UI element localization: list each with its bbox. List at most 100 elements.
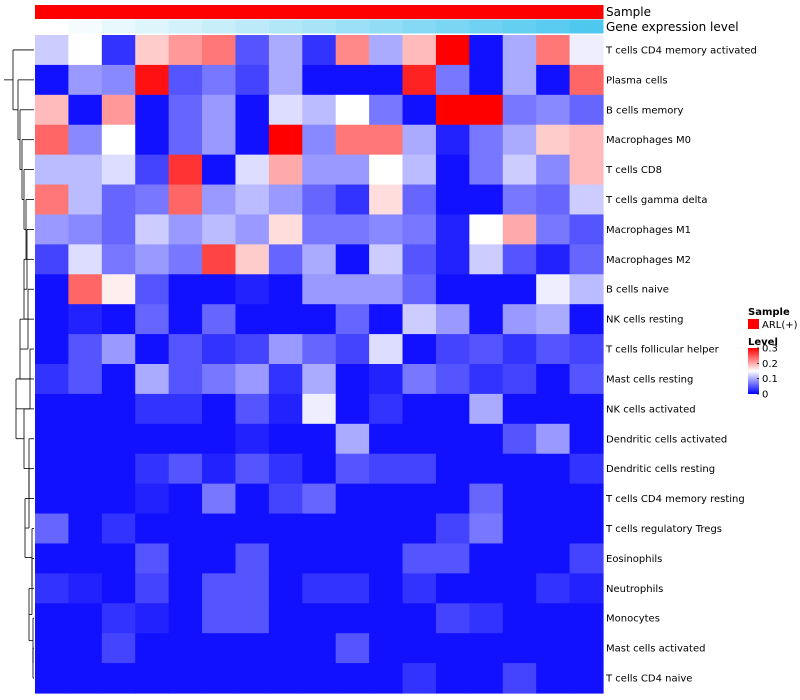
heatmap-cell [569,364,604,395]
heatmap-cell [335,393,370,425]
heatmap-cell [335,364,370,395]
heatmap-cell [268,513,303,545]
legend-sample-swatch [748,319,759,329]
heatmap-cell [369,304,404,335]
heatmap-cell [569,573,604,604]
sample-annotation-cell [168,5,203,19]
heatmap-cell [202,334,237,365]
heatmap-cell [135,483,170,515]
heatmap-cell [101,663,136,694]
heatmap-cell [335,244,370,275]
heatmap-cell [268,663,303,694]
sample-annotation-cell [235,5,270,19]
heatmap-cell [435,364,470,395]
heatmap-cell [35,94,70,126]
heatmap-cell [469,573,504,604]
heatmap-cell [402,603,437,634]
heatmap-cell [402,304,437,335]
heatmap-cell [402,483,437,515]
row-label: Neutrophils [606,584,663,595]
heatmap-cell [268,64,303,96]
heatmap-cell [536,124,571,156]
heatmap-cell [35,364,70,395]
heatmap-cell [536,364,571,395]
heatmap-cell [302,154,337,186]
heatmap-cell [235,304,270,335]
heatmap-cell [268,124,303,156]
sample-annotation-cell [68,5,103,19]
heatmap-cell [302,184,337,216]
sample-annotation-cell [469,5,504,19]
heatmap-cell [369,603,404,634]
heatmap-cell [268,94,303,126]
heatmap-cell [469,124,504,156]
heatmap-cell [335,513,370,545]
heatmap-cell [302,453,337,485]
heatmap-cell [168,64,203,96]
heatmap-cell [135,364,170,395]
heatmap-cell [135,543,170,574]
heatmap-cell [402,334,437,365]
heatmap-cell [101,35,136,66]
heatmap-cell [168,573,203,604]
heatmap-cell [168,393,203,425]
heatmap-cell [402,364,437,395]
heatmap-cell [469,184,504,216]
heatmap-cell [502,364,537,395]
heatmap-cell [135,453,170,485]
heatmap-cell [202,64,237,96]
heatmap-cell [35,244,70,275]
heatmap-cell [35,274,70,305]
heatmap-cell [68,483,103,515]
heatmap-cell [402,244,437,275]
heatmap-cell [235,64,270,96]
heatmap-cell [302,304,337,335]
heatmap-cell [502,244,537,275]
heatmap-cell [502,304,537,335]
heatmap-cell [302,244,337,275]
heatmap-cell [469,453,504,485]
heatmap-cell [268,364,303,395]
heatmap-cell [536,663,571,694]
heatmap-cell [101,513,136,545]
heatmap-cell [35,154,70,186]
heatmap-cell [402,214,437,245]
expression-annotation-cell [101,19,136,34]
heatmap-cell [202,184,237,216]
heatmap-cell [469,603,504,634]
heatmap-cell [135,214,170,245]
heatmap-cell [569,154,604,186]
heatmap-cell [502,663,537,694]
heatmap-cell [35,304,70,335]
heatmap-cell [235,513,270,545]
heatmap-cell [569,543,604,574]
expression-annotation-cell [235,19,270,34]
heatmap-cell [68,393,103,425]
heatmap-cell [569,633,604,664]
row-label: T cells gamma delta [605,195,707,206]
heatmap-cell [369,423,404,455]
heatmap-cell [502,334,537,365]
heatmap-cell [268,154,303,186]
heatmap-cell [435,453,470,485]
heatmap-cell [335,35,370,66]
heatmap-cell [369,334,404,365]
heatmap-cell [101,633,136,664]
heatmap-cell [168,423,203,455]
row-label: Macrophages M1 [606,225,691,236]
heatmap-cell [101,423,136,455]
row-label: Dendritic cells resting [606,464,715,475]
row-label: T cells CD4 memory resting [605,494,745,505]
heatmap-cell [268,453,303,485]
heatmap-cell [35,453,70,485]
heatmap-cell [435,124,470,156]
heatmap-cell [402,124,437,156]
heatmap-cell [68,364,103,395]
sample-annotation-cell [35,5,69,19]
heatmap-cell [502,35,537,66]
heatmap-cell [536,483,571,515]
heatmap-cell [569,274,604,305]
heatmap-cell [202,393,237,425]
heatmap-cell [135,423,170,455]
heatmap-cell [35,334,70,365]
